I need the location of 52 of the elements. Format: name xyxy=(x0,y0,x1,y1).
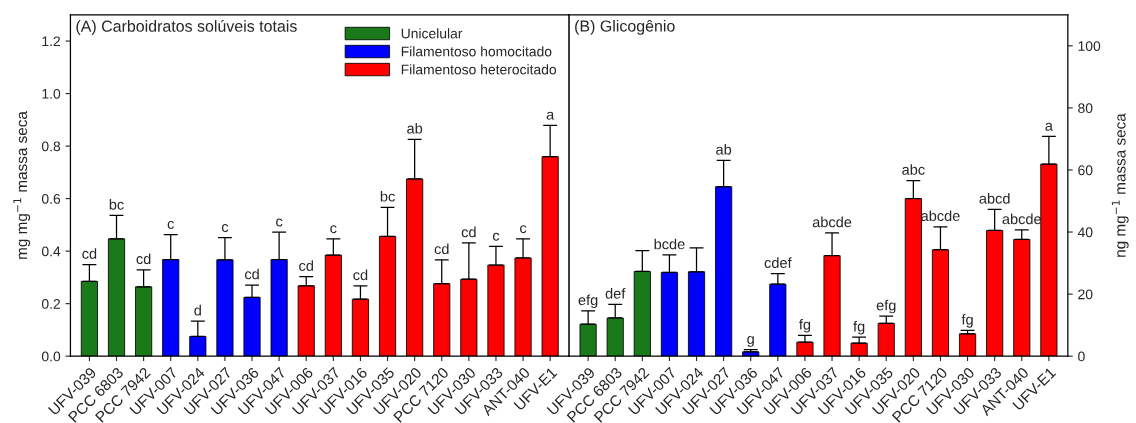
annotation: cdef xyxy=(764,257,792,268)
y-tick-label: 100 xyxy=(1078,41,1101,52)
annotation: ab xyxy=(407,122,423,134)
annotation: cd xyxy=(353,269,368,281)
y-tick-label: 80 xyxy=(1078,103,1093,114)
annotation: abcde xyxy=(812,216,852,228)
annotation: cd xyxy=(299,260,313,271)
annotation: abcd xyxy=(979,193,1010,204)
annotation: efg xyxy=(578,294,598,309)
legend-label: Unicelular xyxy=(401,28,463,39)
annotation: c xyxy=(520,225,527,234)
annotation: fg xyxy=(961,314,973,328)
y-tick-label: 0.6 xyxy=(41,193,61,204)
legend-label: Filamentoso heterocitado xyxy=(401,64,557,75)
annotation: bc xyxy=(109,199,124,210)
annotation: c xyxy=(330,225,337,234)
annotation: bc xyxy=(380,190,395,202)
y-tick-label: 20 xyxy=(1078,289,1093,300)
y-tick-label: 1.2 xyxy=(42,36,61,47)
y-tick-label: 0.8 xyxy=(41,141,61,152)
annotation: g xyxy=(747,336,754,347)
annotation: fg xyxy=(853,320,865,335)
annotation: abc xyxy=(902,164,925,175)
annotation: efg xyxy=(876,299,896,314)
annotation: c xyxy=(492,232,500,241)
y-tick-label: 0 xyxy=(1078,351,1085,362)
annotation: cd xyxy=(434,243,449,255)
chart-title: (B) Glicogênio xyxy=(575,19,675,35)
text: 0.0 xyxy=(41,351,61,362)
annotation: cd xyxy=(244,268,259,280)
annotation: a xyxy=(546,111,555,120)
annotation: cd xyxy=(461,226,476,238)
annotation: c xyxy=(221,224,229,233)
annotation: d xyxy=(194,304,201,316)
y-axis-title: ng mg$^{−1}$ massa seca xyxy=(1111,113,1129,257)
chart-title: (A) Carboidratos solúveis totais xyxy=(76,19,297,35)
annotation: def xyxy=(605,287,626,299)
annotation: ab xyxy=(716,143,732,155)
legend-label: Filamentoso homocitado xyxy=(401,46,552,57)
y-tick-label: 40 xyxy=(1077,227,1093,238)
annotation: c xyxy=(167,220,174,229)
y-axis-title: mg mg$^{−1}$ massa seca xyxy=(13,111,31,259)
y-tick-label: 60 xyxy=(1078,165,1093,176)
y-tick-label: 0.4 xyxy=(41,246,61,257)
annotation: cd xyxy=(82,248,97,259)
annotation: c xyxy=(276,218,283,227)
annotation: bcde xyxy=(654,238,685,250)
y-tick-label: 0.2 xyxy=(41,298,61,309)
annotation: a xyxy=(1045,122,1053,131)
annotation: cd xyxy=(136,253,151,265)
text: 1.0 xyxy=(42,88,61,99)
annotation: fg xyxy=(799,319,811,333)
